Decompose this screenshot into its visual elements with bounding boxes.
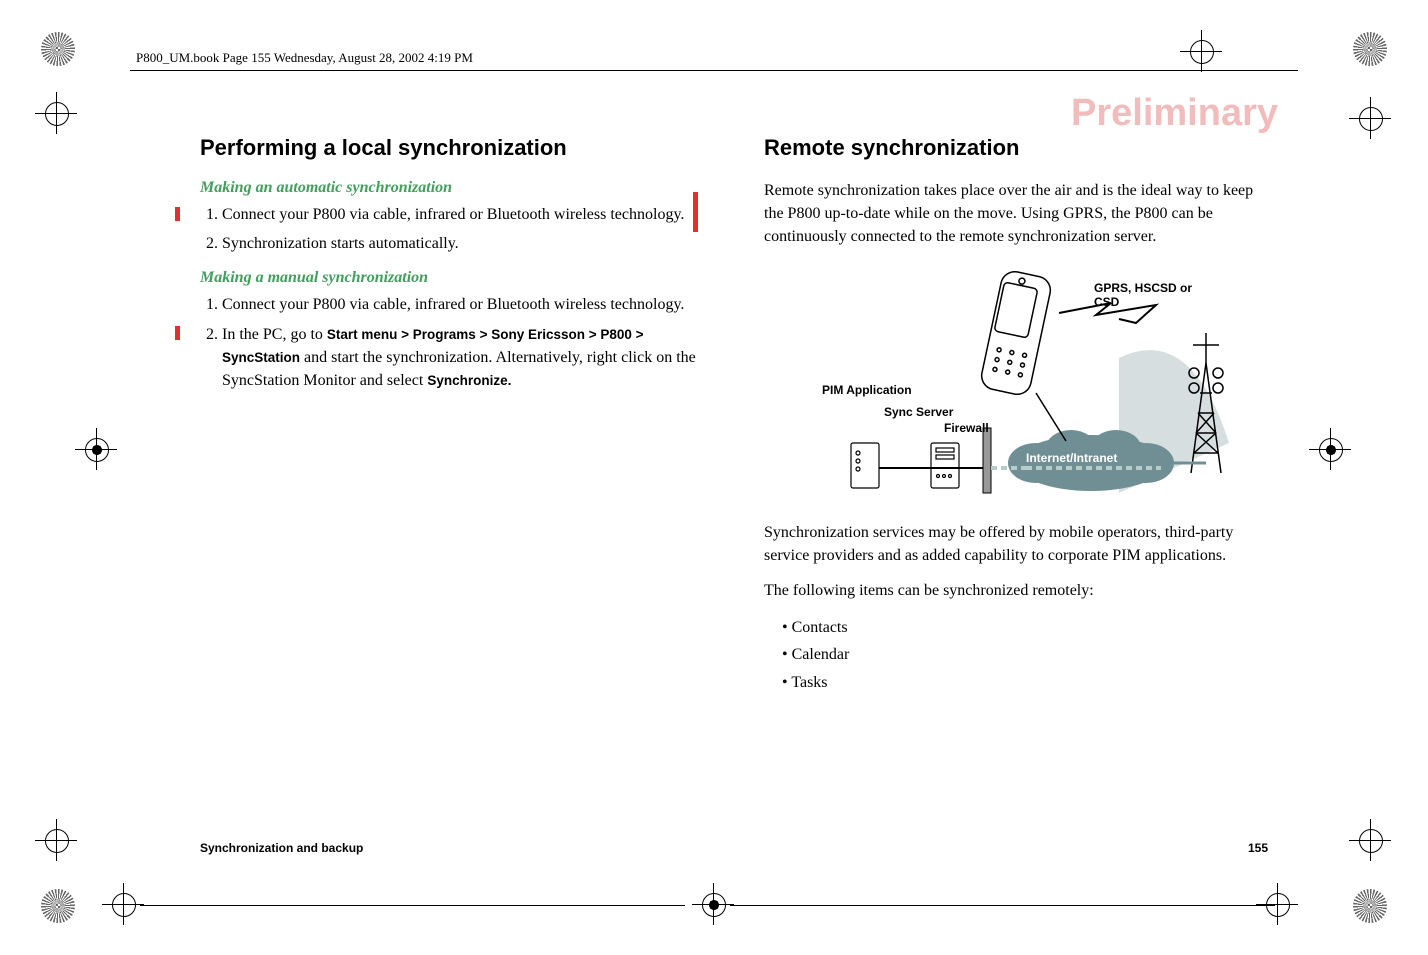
crop-hline-bottom2 <box>730 905 1275 906</box>
remote-para-2: Synchronization services may be offered … <box>764 521 1268 567</box>
steps-manual: Connect your P800 via cable, infrared or… <box>200 293 704 392</box>
sync-item-calendar: Calendar <box>782 641 1268 668</box>
crop-mark-top-right-disc <box>1353 32 1387 66</box>
change-bar-1 <box>175 207 180 221</box>
page-body: Performing a local synchronization Makin… <box>200 135 1268 696</box>
remote-sync-diagram: GPRS, HSCSD or CSD PIM Application Sync … <box>804 263 1258 503</box>
step-auto-1: Connect your P800 via cable, infrared or… <box>222 203 704 226</box>
reg-mark-center <box>700 891 728 919</box>
crop-mark-top-right-cross <box>1357 105 1385 133</box>
sync-item-tasks: Tasks <box>782 669 1268 696</box>
heading-local-sync: Performing a local synchronization <box>200 135 704 161</box>
crop-mark-bottom-right-cross <box>1357 827 1385 855</box>
change-bar-2 <box>175 326 180 340</box>
crop-mark-bottom-right-disc <box>1353 889 1387 923</box>
sync-item-list: Contacts Calendar Tasks <box>764 614 1268 696</box>
left-column: Performing a local synchronization Makin… <box>200 135 704 696</box>
steps-auto: Connect your P800 via cable, infrared or… <box>200 203 704 255</box>
footer-page-number: 155 <box>1248 841 1268 855</box>
crop-mark-bl2 <box>110 891 138 919</box>
step2-synchronize: Synchronize. <box>427 373 511 388</box>
sync-item-contacts: Contacts <box>782 614 1268 641</box>
step-manual-2: In the PC, go to Start menu > Programs >… <box>222 323 704 393</box>
remote-para-3: The following items can be synchronized … <box>764 579 1268 602</box>
crop-mark-bottom-left-disc <box>41 889 75 923</box>
label-firewall: Firewall <box>944 421 989 435</box>
crop-mark-left-mid-cross <box>43 100 71 128</box>
header-rule <box>130 70 1298 71</box>
running-header: P800_UM.book Page 155 Wednesday, August … <box>136 50 473 66</box>
reg-mark-right <box>1317 436 1345 464</box>
label-internet: Internet/Intranet <box>1026 451 1117 465</box>
label-gprs: GPRS, HSCSD or CSD <box>1094 281 1204 309</box>
remote-intro: Remote synchronization takes place over … <box>764 179 1268 249</box>
step-auto-2: Synchronization starts automatically. <box>222 232 704 255</box>
right-column: Remote synchronization Remote synchroniz… <box>764 135 1268 696</box>
page-footer: Synchronization and backup 155 <box>200 841 1268 855</box>
crop-mark-top-left-cross <box>1188 38 1216 66</box>
subheading-auto-sync: Making an automatic synchronization <box>200 179 704 197</box>
step-manual-1: Connect your P800 via cable, infrared or… <box>222 293 704 316</box>
footer-section-name: Synchronization and backup <box>200 841 363 855</box>
heading-remote-sync: Remote synchronization <box>764 135 1268 161</box>
crop-hline-bottom <box>140 905 685 906</box>
crop-mark-bottom-left-cross <box>43 827 71 855</box>
reg-mark-left <box>83 436 111 464</box>
subheading-manual-sync: Making a manual synchronization <box>200 269 704 287</box>
label-sync-server: Sync Server <box>884 405 953 419</box>
crop-mark-top-left-disc <box>41 32 75 66</box>
step2-pre: In the PC, go to <box>222 326 327 343</box>
label-pim: PIM Application <box>822 383 912 397</box>
watermark-preliminary: Preliminary <box>1071 92 1278 135</box>
